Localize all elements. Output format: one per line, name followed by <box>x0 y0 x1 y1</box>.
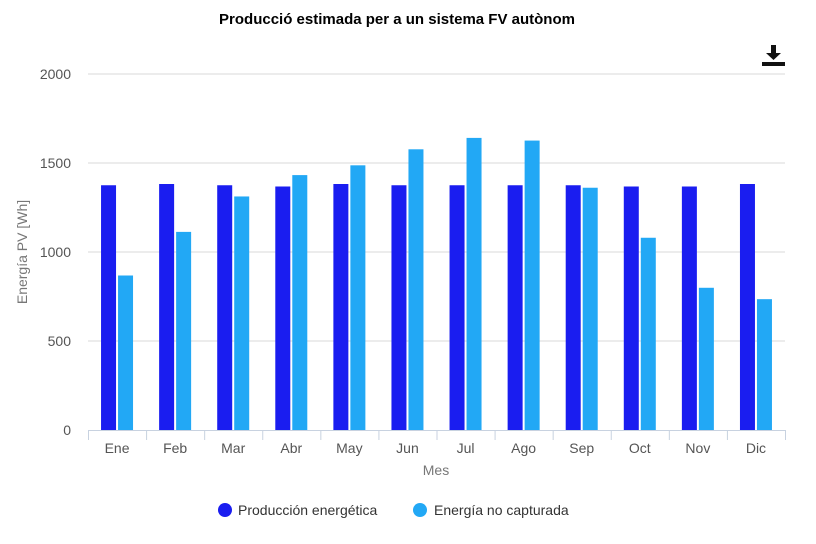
x-tick-label: Ago <box>511 440 536 456</box>
x-tick-label: Nov <box>685 440 710 456</box>
x-tick-label: Ene <box>105 440 130 456</box>
bar-produccion-oct <box>623 186 639 430</box>
bar-produccion-mar <box>217 185 233 430</box>
x-tick-label: Oct <box>629 440 651 456</box>
download-icon <box>762 45 785 66</box>
bar-produccion-nov <box>681 186 697 430</box>
legend-label: Producción energética <box>238 502 378 518</box>
bar-no-capturada-jun <box>408 149 424 430</box>
bar-produccion-ago <box>507 185 523 430</box>
x-tick-label: Jun <box>396 440 419 456</box>
y-tick-label: 500 <box>48 333 72 349</box>
bar-produccion-jul <box>449 185 465 430</box>
y-tick-label: 1500 <box>40 155 71 171</box>
x-tick-label: Mar <box>221 440 245 456</box>
x-axis-ticks: Ene Feb Mar Abr May Jun Jul Ago Sep Oct Nov Dic <box>105 440 766 456</box>
bar-no-capturada-nov <box>698 287 714 430</box>
x-tick-label: Dic <box>746 440 766 456</box>
x-axis <box>88 430 786 440</box>
bar-produccion-may <box>333 184 349 430</box>
bar-no-capturada-ago <box>524 140 540 430</box>
y-tick-label: 1000 <box>40 244 71 260</box>
bars <box>101 137 772 431</box>
bar-no-capturada-oct <box>640 237 656 430</box>
bar-produccion-ene <box>101 185 117 430</box>
grid <box>88 73 785 342</box>
bar-no-capturada-ene <box>118 275 134 430</box>
x-tick-label: Sep <box>569 440 594 456</box>
bar-produccion-abr <box>275 186 291 430</box>
x-axis-title: Mes <box>423 462 449 478</box>
bar-no-capturada-sep <box>582 187 598 430</box>
y-tick-label: 2000 <box>40 66 71 82</box>
bar-no-capturada-mar <box>234 196 250 430</box>
x-tick-label: Feb <box>163 440 187 456</box>
y-axis-ticks: 0 500 1000 1500 2000 <box>40 66 71 438</box>
y-axis-title: Energía PV [Wh] <box>14 200 30 304</box>
x-tick-label: May <box>336 440 362 456</box>
legend-item-no-capturada[interactable]: Energía no capturada <box>413 502 569 518</box>
legend-swatch <box>413 503 427 517</box>
bar-produccion-feb <box>159 184 175 430</box>
bar-produccion-dic <box>739 184 755 430</box>
y-tick-label: 0 <box>63 422 71 438</box>
download-button[interactable] <box>762 45 785 66</box>
bar-produccion-sep <box>565 185 581 430</box>
bar-produccion-jun <box>391 185 407 430</box>
legend-label: Energía no capturada <box>434 502 569 518</box>
bar-no-capturada-feb <box>176 231 192 430</box>
legend-swatch <box>218 503 232 517</box>
x-tick-label: Abr <box>280 440 302 456</box>
bar-no-capturada-abr <box>292 175 308 430</box>
legend: Producción energética Energía no capturad… <box>218 502 569 518</box>
bar-no-capturada-jul <box>466 137 482 431</box>
bar-no-capturada-dic <box>756 299 772 430</box>
legend-item-produccion[interactable]: Producción energética <box>218 502 378 518</box>
chart-title: Producció estimada per a un sistema FV a… <box>219 11 575 28</box>
x-tick-label: Jul <box>457 440 475 456</box>
bar-no-capturada-may <box>350 165 366 430</box>
